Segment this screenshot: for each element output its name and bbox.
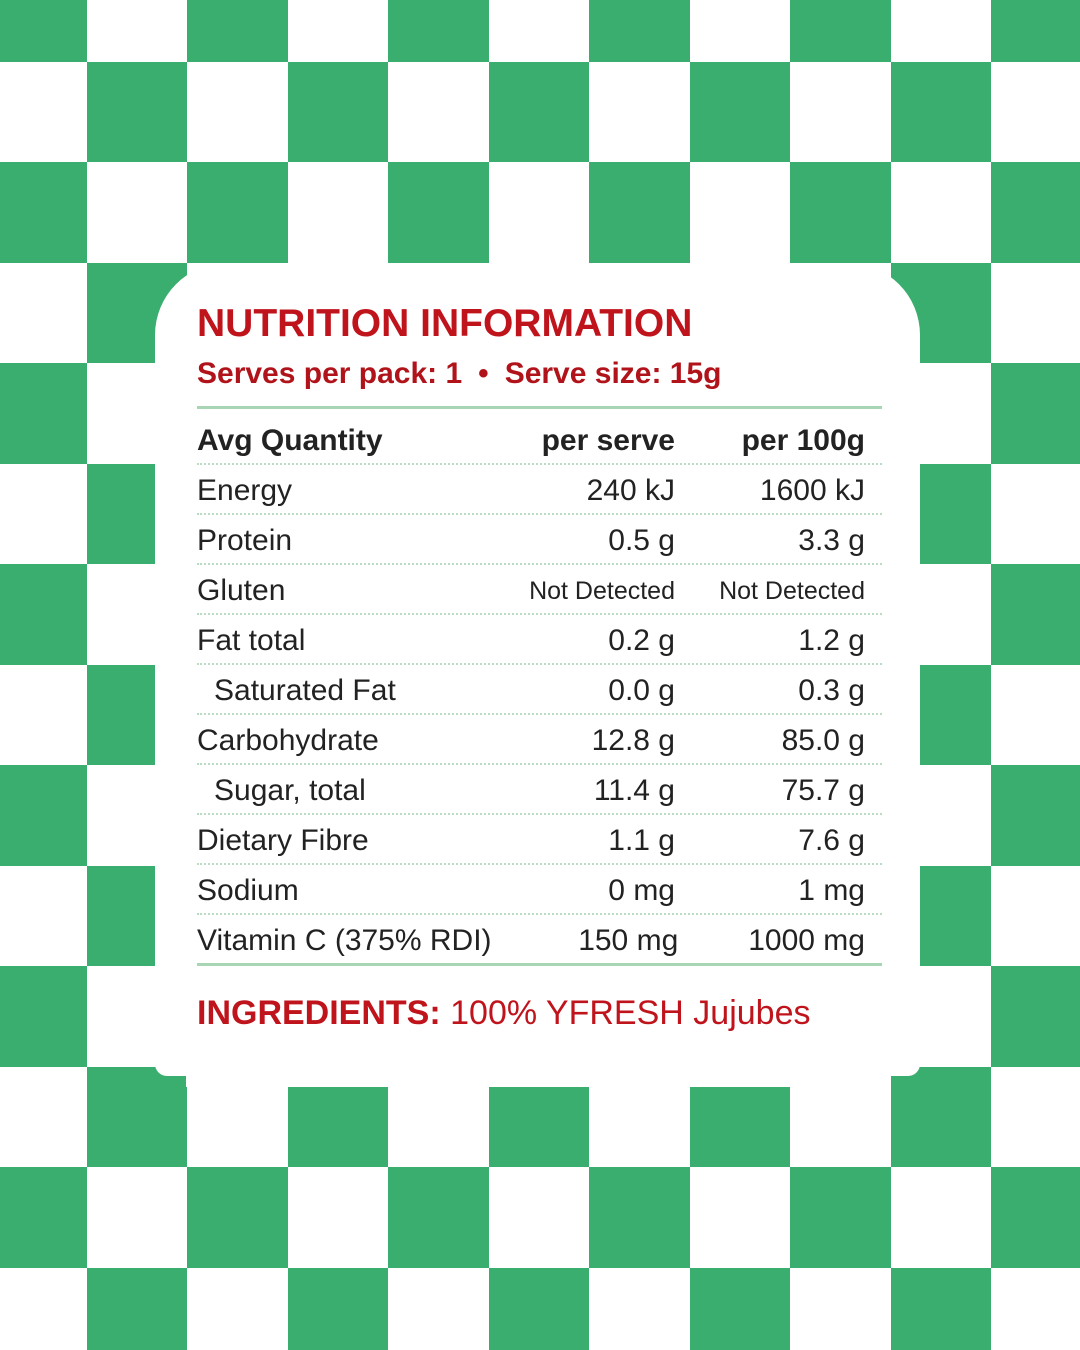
checker-square	[187, 1167, 288, 1268]
checker-square	[589, 162, 690, 263]
checker-square	[0, 1167, 87, 1268]
per-100g-value: 1000 mg	[748, 924, 865, 957]
checker-square	[991, 162, 1080, 263]
table-body: Energy 240 kJ 1600 kJ Protein 0.5 g 3.3 g Glut…	[197, 465, 882, 966]
per-100g-value: Not Detected	[719, 577, 865, 605]
per-serve-value: 1.1 g	[608, 824, 675, 857]
checker-square	[0, 765, 87, 866]
nutrition-panel: NUTRITION INFORMATION Serves per pack: 1…	[197, 296, 882, 1033]
per-serve-value: 0.5 g	[608, 524, 675, 557]
checker-square	[488, 61, 589, 162]
per-serve-value: 0.2 g	[608, 624, 675, 657]
per-100g-value: 7.6 g	[798, 824, 865, 857]
checker-square	[890, 61, 991, 162]
per-serve-value: 150 mg	[578, 924, 679, 957]
table-row: Sugar, total 11.4 g 75.7 g	[197, 765, 882, 815]
nutrient-name: Saturated Fat	[214, 674, 396, 707]
checker-square	[689, 61, 790, 162]
per-100g-value: 85.0 g	[781, 724, 865, 757]
checker-square	[991, 363, 1080, 464]
panel-title: NUTRITION INFORMATION	[197, 302, 693, 345]
per-100g-value: 0.3 g	[798, 674, 865, 707]
serve-size: Serve size: 15g	[504, 357, 722, 390]
checker-square	[991, 0, 1080, 62]
checker-square	[287, 61, 388, 162]
per-serve-value: Not Detected	[529, 577, 675, 605]
table-row: Vitamin C (375% RDI) 150 mg 1000 mg	[197, 915, 882, 966]
checker-square	[0, 162, 87, 263]
checker-square	[991, 564, 1080, 665]
checker-square	[287, 1267, 388, 1350]
checker-square	[187, 0, 288, 62]
table-row: Sodium 0 mg 1 mg	[197, 865, 882, 915]
table-row: Saturated Fat 0.0 g 0.3 g	[197, 665, 882, 715]
checker-square	[991, 765, 1080, 866]
header-per-serve: per serve	[541, 424, 675, 457]
checker-square	[86, 1066, 187, 1167]
checker-square	[790, 0, 891, 62]
checker-square	[0, 564, 87, 665]
ingredients-value: 100% YFRESH Jujubes	[450, 994, 811, 1032]
checker-square	[589, 0, 690, 62]
serving-info: Serves per pack: 1 • Serve size: 15g	[197, 352, 882, 396]
header-avg-quantity: Avg Quantity	[197, 424, 383, 457]
table-header: Avg Quantity per serve per 100g	[197, 409, 882, 465]
checker-square	[388, 162, 489, 263]
checker-square	[0, 363, 87, 464]
per-serve-value: 12.8 g	[591, 724, 675, 757]
separator: •	[478, 357, 489, 390]
table-row: Carbohydrate 12.8 g 85.0 g	[197, 715, 882, 765]
divider	[197, 406, 882, 409]
ingredients-label: INGREDIENTS:	[197, 994, 441, 1032]
nutrient-name: Gluten	[197, 574, 286, 607]
header-per-100g: per 100g	[741, 424, 865, 457]
checker-square	[86, 61, 187, 162]
checker-square	[388, 1167, 489, 1268]
table-row: Gluten Not Detected Not Detected	[197, 565, 882, 615]
nutrient-name: Dietary Fibre	[197, 824, 369, 857]
per-100g-value: 3.3 g	[798, 524, 865, 557]
per-serve-value: 0 mg	[608, 874, 675, 907]
per-serve-value: 0.0 g	[608, 674, 675, 707]
per-100g-value: 75.7 g	[781, 774, 865, 807]
checker-square	[187, 162, 288, 263]
nutrient-name: Vitamin C (375% RDI)	[197, 924, 492, 957]
checker-square	[790, 162, 891, 263]
per-100g-value: 1 mg	[798, 874, 865, 907]
ingredients: INGREDIENTS: 100% YFRESH Jujubes	[197, 994, 882, 1033]
table-row: Fat total 0.2 g 1.2 g	[197, 615, 882, 665]
checker-square	[689, 1267, 790, 1350]
checker-square	[0, 0, 87, 62]
checker-square	[388, 0, 489, 62]
nutrient-name: Fat total	[197, 624, 306, 657]
nutrient-name: Energy	[197, 474, 293, 507]
checker-square	[991, 1167, 1080, 1268]
serves-per-pack: Serves per pack: 1	[197, 357, 463, 390]
table-row: Dietary Fibre 1.1 g 7.6 g	[197, 815, 882, 865]
checker-square	[991, 966, 1080, 1067]
per-serve-value: 11.4 g	[593, 774, 675, 807]
table-row: Energy 240 kJ 1600 kJ	[197, 465, 882, 515]
per-serve-value: 240 kJ	[586, 474, 675, 507]
checker-square	[890, 1066, 991, 1167]
per-100g-value: 1.2 g	[798, 624, 865, 657]
nutrient-name: Carbohydrate	[197, 724, 379, 757]
checker-square	[790, 1167, 891, 1268]
checker-square	[890, 1267, 991, 1350]
label-card	[155, 263, 920, 1076]
nutrient-name: Sugar, total	[214, 774, 366, 807]
nutrient-name: Protein	[197, 524, 293, 557]
nutrient-name: Sodium	[197, 874, 299, 907]
per-100g-value: 1600 kJ	[759, 474, 865, 507]
checker-square	[488, 1267, 589, 1350]
table-row: Protein 0.5 g 3.3 g	[197, 515, 882, 565]
checker-square	[0, 966, 87, 1067]
checker-square	[589, 1167, 690, 1268]
label-card-bottom	[186, 1060, 886, 1087]
checker-square	[86, 1267, 187, 1350]
